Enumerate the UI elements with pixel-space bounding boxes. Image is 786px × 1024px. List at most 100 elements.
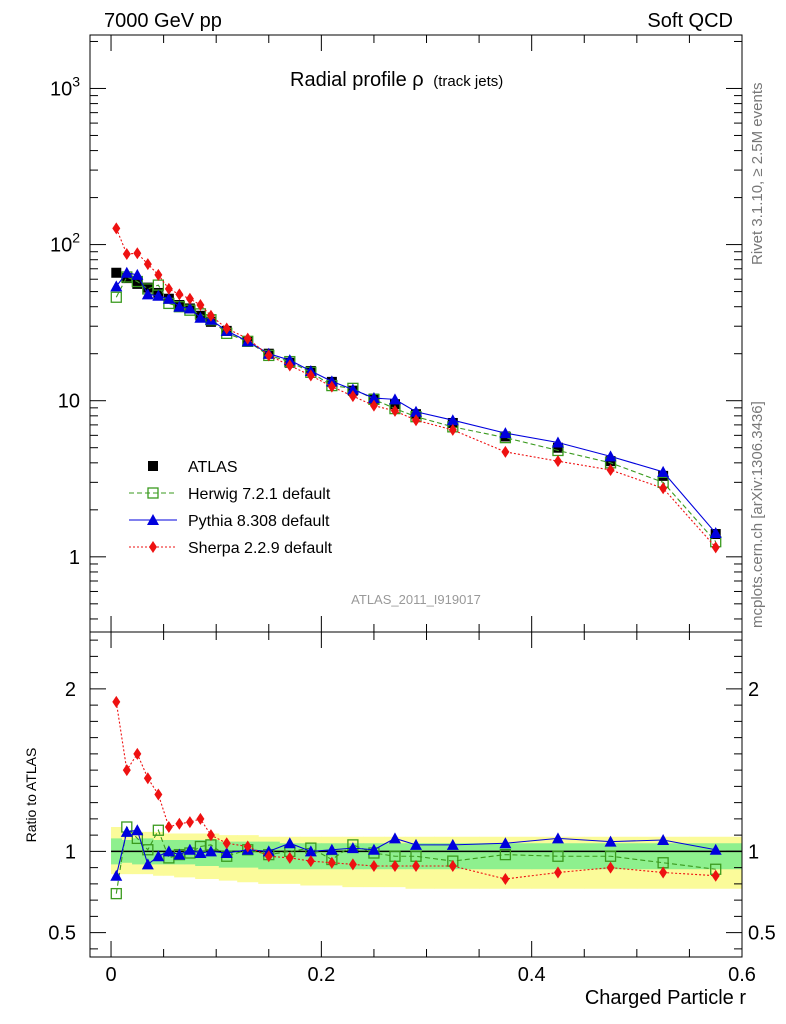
sherpa-point [143,258,152,271]
plot-title-suffix: (track jets) [433,73,503,90]
sherpa-point [448,423,457,436]
herwig-point [110,887,122,900]
x-tick-label: 0.6 [728,964,756,986]
pythia-point [194,311,207,323]
sherpa-point [264,850,273,863]
pythia-point [204,845,217,857]
pythia-point [120,266,133,278]
y-tick-label: 103 [50,73,80,100]
sherpa-point [133,747,142,760]
sherpa-point [306,369,315,382]
herwig-point [552,850,564,862]
axes: 1 10 102 103 0 0.2 0.4 0.6 0.5 0.5 1 1 2 2 [48,34,776,986]
x-axis-label: Charged Particle r [585,987,747,1009]
sherpa-point [412,860,420,872]
pythia-point [551,436,564,448]
sherpa-point [112,222,121,235]
sherpa-point [306,855,315,868]
herwig-line [115,276,717,543]
ratio-panel-frame [89,631,743,958]
sherpa-point [133,247,142,260]
pythia-point [325,843,338,855]
x-tick-label: 0 [105,964,116,986]
sherpa-point [185,292,194,305]
pythia-point [131,824,144,836]
pythia-point [446,838,459,850]
legend-label: ATLAS [188,459,238,476]
y-tick-label: 102 [50,230,80,257]
pythia-point [141,858,154,870]
herwig-point [499,848,512,861]
sherpa-point [348,858,357,871]
sherpa-point [143,772,152,785]
atlas-point [142,282,153,293]
legend-label: Herwig 7.2.1 default [188,486,331,503]
mcplots-label: mcplots.cern.ch [arXiv:1306.3436] [749,401,766,628]
sherpa-point [369,860,378,872]
sherpa-point [327,856,336,869]
ratio-y-tick-label: 0.5 [48,923,76,945]
pythia-point [183,843,196,855]
ratio-ylabel: Ratio to ATLAS [23,748,39,843]
pythia-point [120,825,133,837]
sherpa-point [553,866,562,879]
pythia-point [173,300,186,312]
sherpa-point [285,851,294,864]
sherpa-point [369,399,378,412]
pythia-point [194,847,207,858]
sherpa-point [348,390,357,403]
pythia-point [446,414,459,426]
pythia-point [110,280,123,292]
sherpa-point [122,248,131,261]
sherpa-point [448,860,457,872]
pythia-point [388,393,401,405]
pythia-point [220,847,233,858]
pythia-point [604,450,617,462]
pythia-point [152,289,165,301]
sherpa-point [553,455,562,468]
sherpa-point [164,821,173,833]
sherpa-point [112,695,121,708]
herwig-point [147,487,159,499]
legend-label: Pythia 8.308 default [188,513,330,530]
ratio-y-tick-label-right: 0.5 [748,923,776,945]
sherpa-point [659,866,668,879]
ratio-y-tick-label: 2 [65,679,76,701]
pythia-point [709,843,722,855]
plot-title: Radial profile ρ [290,69,424,91]
pythia-point [173,848,186,860]
sherpa-point [606,861,615,874]
sherpa-point [149,541,157,553]
pythia-point [162,292,175,304]
ratio-y-tick-label: 1 [65,841,76,863]
analysis-id: ATLAS_2011_I919017 [351,592,481,607]
pythia-point [152,850,165,862]
sherpa-point [501,445,510,458]
sherpa-point [390,860,399,872]
pythia-point [499,837,512,849]
sherpa-line [115,228,717,548]
sherpa-point [711,541,720,554]
legend-label: Sherpa 2.2.9 default [188,540,333,557]
pythia-point [604,835,617,847]
ratio-panel-series [110,695,722,900]
atlas-point [121,273,132,284]
sherpa-line [115,701,716,880]
pythia-point [657,834,670,845]
herwig-point [152,824,165,836]
pythia-point [183,302,196,314]
herwig-line [115,825,716,894]
pythia-point [346,842,359,854]
svg-text:Radial profile ρ (track je: Radial profile ρ (track jets) [290,69,503,91]
sherpa-point [206,829,215,842]
atlas-point [132,278,143,289]
sherpa-point [501,873,510,885]
sherpa-point [390,404,399,417]
pythia-point [110,869,123,881]
rivet-label: Rivet 3.1.10, ≥ 2.5M events [749,83,766,266]
pythia-point [551,832,564,844]
pythia-point [410,838,422,850]
pythia-point [410,405,422,417]
sherpa-point [185,816,194,829]
